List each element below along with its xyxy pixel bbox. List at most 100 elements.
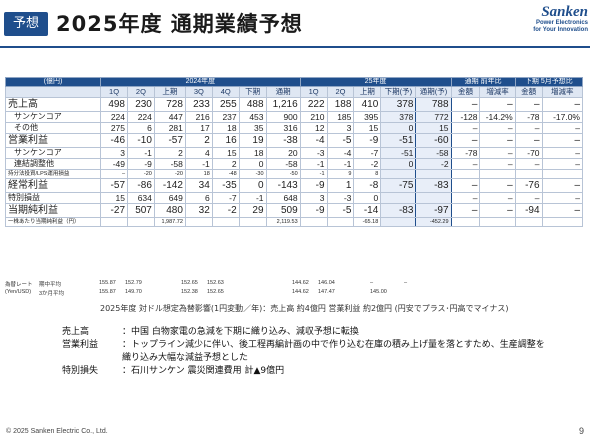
table-cell: -1	[299, 158, 328, 170]
table-cell: -86	[127, 178, 155, 193]
row-label: 当期純利益	[4, 203, 102, 218]
page-title: 2025年度 通期業績予想	[56, 12, 303, 36]
table-cell: 410	[353, 97, 382, 112]
table-cell: -1	[238, 192, 267, 204]
sub-header-7: 1Q	[299, 86, 328, 98]
table-cell: 12	[299, 122, 328, 134]
copyright: © 2025 Sanken Electric Co., Ltd.	[6, 428, 108, 435]
table-cell: -50	[265, 169, 301, 179]
explanation-key: 特別損失	[62, 366, 99, 376]
table-cell: –	[541, 147, 584, 159]
rate-row2-name: 3か月平均	[39, 291, 65, 297]
table-cell: 15	[415, 122, 452, 134]
table-row: その他 275 6 281 17 18 35 316 12 3 15 0 15– – – –	[4, 122, 584, 134]
table-cell: 634	[127, 192, 155, 204]
table-cell: -2	[211, 203, 240, 218]
sub-header-1: 2Q	[127, 86, 155, 98]
table-cell: 237	[211, 111, 240, 123]
table-cell: -7	[353, 147, 382, 159]
table-cell: –	[479, 203, 516, 218]
table-cell: 35	[238, 122, 267, 134]
table-cell: -2	[353, 158, 382, 170]
table-cell: 509	[265, 203, 301, 218]
table-row: サンケンコア 3 -1 2 4 15 18 20 -3 -4 -7 -51 -58 -78– -70–	[4, 147, 584, 159]
table-cell	[100, 217, 128, 227]
table-cell: -17.0%	[541, 111, 584, 123]
table-row: 持分法投資/LPS運用損益 – -20 -20 18 -48 -30 -50 -1 9 8	[4, 169, 584, 179]
table-cell: -1	[299, 169, 328, 179]
table-cell: –	[450, 192, 481, 204]
table-cell	[479, 169, 516, 179]
table-cell: -83	[415, 178, 452, 193]
table-cell: 6	[127, 122, 155, 134]
table-cell: 0	[380, 122, 417, 134]
table-cell: -20	[153, 169, 186, 179]
table-cell: –	[479, 133, 516, 148]
sub-header-3: 3Q	[184, 86, 213, 98]
table-cell: -1	[326, 158, 355, 170]
table-cell: 2	[153, 147, 186, 159]
table-cell: 3	[326, 122, 355, 134]
table-cell: -7	[211, 192, 240, 204]
table-cell: -70	[514, 147, 543, 159]
fx-sensitivity-note: 2025年度 対ドル想定為替影響(1円変動／年)：売上高 約4億円 営業利益 約…	[100, 304, 509, 313]
table-cell: –	[450, 203, 481, 218]
table-cell: –	[514, 158, 543, 170]
table-cell: 3	[100, 147, 128, 159]
table-cell: 15	[100, 192, 128, 204]
explanation-row: 営業利益 ：トップライン減少に伴い、後工程再編計画の中で作り込む在庫の積み上げ量を…	[62, 339, 582, 352]
table-cell: –	[514, 192, 543, 204]
rate-row-3month: (Yen/USD) 3か月平均 155.87 149.70 152.38 152.65…	[5, 289, 583, 298]
explanation-value: ：中国 白物家電の急減を下期に織り込み、減収予想に転換	[122, 327, 359, 337]
table-cell: 447	[153, 111, 186, 123]
table-cell: -60	[415, 133, 452, 148]
table-cell: 20	[265, 147, 301, 159]
explanation-value: ：トップライン減少に伴い、後工程再編計画の中で作り込む在庫の積み上げ量を落とすた…	[122, 340, 545, 350]
explanation-key: 売上高	[62, 327, 90, 337]
table-cell: 18	[184, 169, 213, 179]
sub-header-15: 増減率	[541, 86, 584, 98]
explanation-row: 織り込み大幅な減益予想とした	[62, 352, 582, 365]
rate-row-average: 為替レート 期中平均 155.87 152.79 152.65 152.63 144.6…	[5, 280, 583, 289]
row-label: サンケンコア	[4, 111, 102, 123]
page-number: 9	[578, 426, 584, 436]
table-cell	[299, 217, 328, 227]
table-cell: 316	[265, 122, 301, 134]
rate-value: 155.87	[99, 289, 116, 295]
sub-header-12: 金額	[450, 86, 481, 98]
company-logo: Sanken Power Electronics for Your Innova…	[512, 4, 588, 40]
table-cell: -48	[211, 169, 240, 179]
table-cell: -9	[127, 158, 155, 170]
table-cell: 649	[153, 192, 186, 204]
sub-header-13: 増減率	[479, 86, 516, 98]
rate-value: 144.62	[292, 280, 309, 286]
table-cell: -10	[127, 133, 155, 148]
table-cell: -49	[100, 158, 128, 170]
table-cell: –	[514, 122, 543, 134]
rate-row1-name: 期中平均	[39, 282, 62, 288]
table-cell: 395	[353, 111, 382, 123]
rate-value: 152.63	[207, 280, 224, 286]
table-cell: –	[479, 178, 516, 193]
header: 予想 2025年度 通期業績予想 Sanken Power Electronic…	[0, 0, 590, 44]
table-cell: –	[479, 97, 516, 112]
table-cell	[450, 217, 481, 227]
table-cell: -27	[100, 203, 128, 218]
table-sub-header-row: 1Q 2Q 上期 3Q 4Q 下期 通期 1Q 2Q 上期 下期(予) 通期(予) 金額 増減率 金額 増減率	[4, 86, 584, 98]
table-cell: 185	[326, 111, 355, 123]
table-cell: 2	[184, 133, 213, 148]
table-cell: –	[514, 97, 543, 112]
header-rule	[0, 46, 590, 48]
table-row: 連結調整他 -49 -9 -58 -1 2 0 -58 -1 -1 -2 0 -2– – – –	[4, 158, 584, 170]
table-cell: 480	[153, 203, 186, 218]
table-cell: 19	[238, 133, 267, 148]
table-cell	[450, 169, 481, 179]
explanation-value: ：石川サンケン 震災関連費用 計▲9億円	[122, 366, 285, 376]
table-cell: 648	[265, 192, 301, 204]
table-cell: 224	[127, 111, 155, 123]
table-cell: 210	[299, 111, 328, 123]
rate-label-main: 為替レート	[5, 282, 33, 288]
table-cell: -3	[299, 147, 328, 159]
table-cell: –	[514, 133, 543, 148]
table-cell: -4	[299, 133, 328, 148]
